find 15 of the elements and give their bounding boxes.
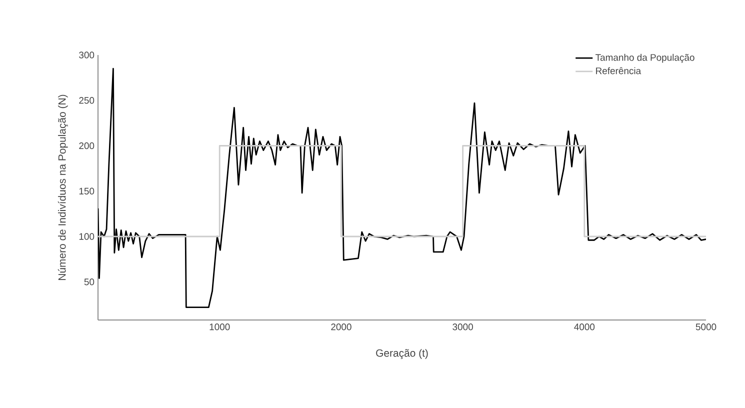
y-tick-label: 300 [79,52,94,58]
y-tick-label: 100 [79,233,94,240]
legend-label: Tamanho da População [596,54,694,63]
y-tick-label: 200 [79,142,94,150]
x-tick-label: 4000 [574,324,595,330]
x-tick-label: 2000 [331,324,352,330]
x-axis-title: Geração (t) [376,349,428,359]
y-axis-title: Número de Indivíduos na População (N) [58,94,68,280]
legend-label: Referência [596,67,642,74]
y-tick-label: 150 [79,188,94,194]
x-tick-label: 3000 [452,324,473,330]
y-tick-label: 50 [84,278,94,286]
x-tick-label: 5000 [696,324,716,330]
x-tick-label: 1000 [210,324,230,330]
y-tick-label: 250 [79,97,94,104]
